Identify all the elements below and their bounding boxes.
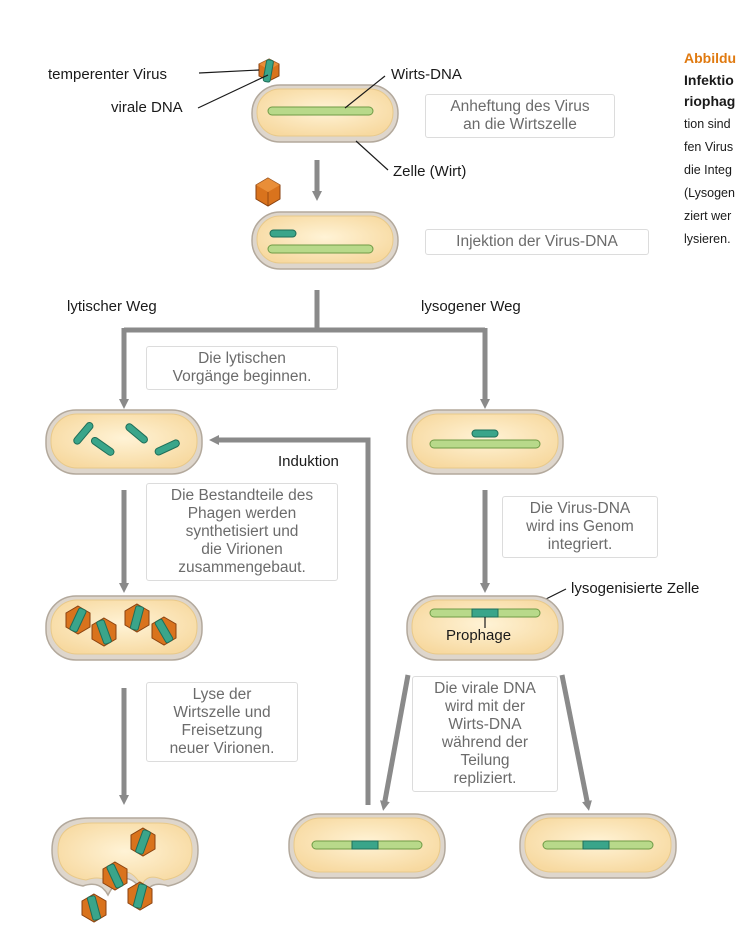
label-host-dna: Wirts-DNA (391, 66, 462, 83)
label-induction: Induktion (278, 453, 339, 470)
cell-lysis (51, 817, 199, 923)
step-lytic-begin: Die lytischen Vorgänge beginnen. (146, 346, 338, 390)
free-capsid-icon (255, 177, 281, 207)
step-replication: Die virale DNA wird mit der Wirts-DNA wä… (412, 676, 558, 792)
step-attachment: Anheftung des Virus an die Wirtszelle (425, 94, 615, 138)
arrow-division-left (379, 674, 411, 811)
sidebar-text-line-4: (Lysogen (684, 186, 735, 200)
arrow-induction (209, 435, 371, 805)
sidebar-title-line-2: riophag (684, 93, 736, 109)
step-lysis: Lyse der Wirtszelle und Freisetzung neue… (146, 682, 298, 762)
cell-daughter-left (288, 813, 446, 879)
cell-daughter-right (519, 813, 677, 879)
cell-lytic-replication (45, 409, 203, 475)
label-leaders (197, 69, 567, 609)
sidebar-text-line-6: lysieren. (684, 232, 731, 246)
step-integration: Die Virus-DNA wird ins Genom integriert. (502, 496, 658, 558)
label-viral-dna: virale DNA (111, 99, 183, 116)
sidebar-title-line-1: Infektio (684, 72, 734, 88)
label-lytic-path: lytischer Weg (67, 298, 157, 315)
cell-lysogenized (406, 595, 564, 661)
sidebar-text-line-1: tion sind (684, 117, 731, 131)
label-lysogenic-path: lysogener Weg (421, 298, 521, 315)
label-prophage: Prophage (446, 627, 512, 644)
step-injection: Injektion der Virus-DNA (425, 229, 649, 255)
sidebar-text-line-5: ziert wer (684, 209, 732, 223)
step-synthesis: Die Bestandteile des Phagen werden synth… (146, 483, 338, 581)
sidebar-heading: Abbildu (684, 50, 737, 66)
sidebar-text-line-3: die Integ (684, 163, 732, 177)
cell-attachment (251, 84, 399, 143)
cell-lysogenic-integration (406, 409, 564, 475)
cell-lytic-assembly (45, 595, 203, 661)
sidebar-text-line-2: fen Virus (684, 140, 734, 154)
flow-arrows (119, 160, 592, 811)
cell-injection (251, 211, 399, 270)
label-host-cell: Zelle (Wirt) (393, 163, 467, 180)
arrow-division-right (559, 674, 592, 811)
label-temperate-virus: temperenter Virus (48, 66, 167, 83)
label-lysogenized-cell: lysogenisierte Zelle (571, 580, 700, 597)
temperate-virus-icon (258, 58, 280, 83)
